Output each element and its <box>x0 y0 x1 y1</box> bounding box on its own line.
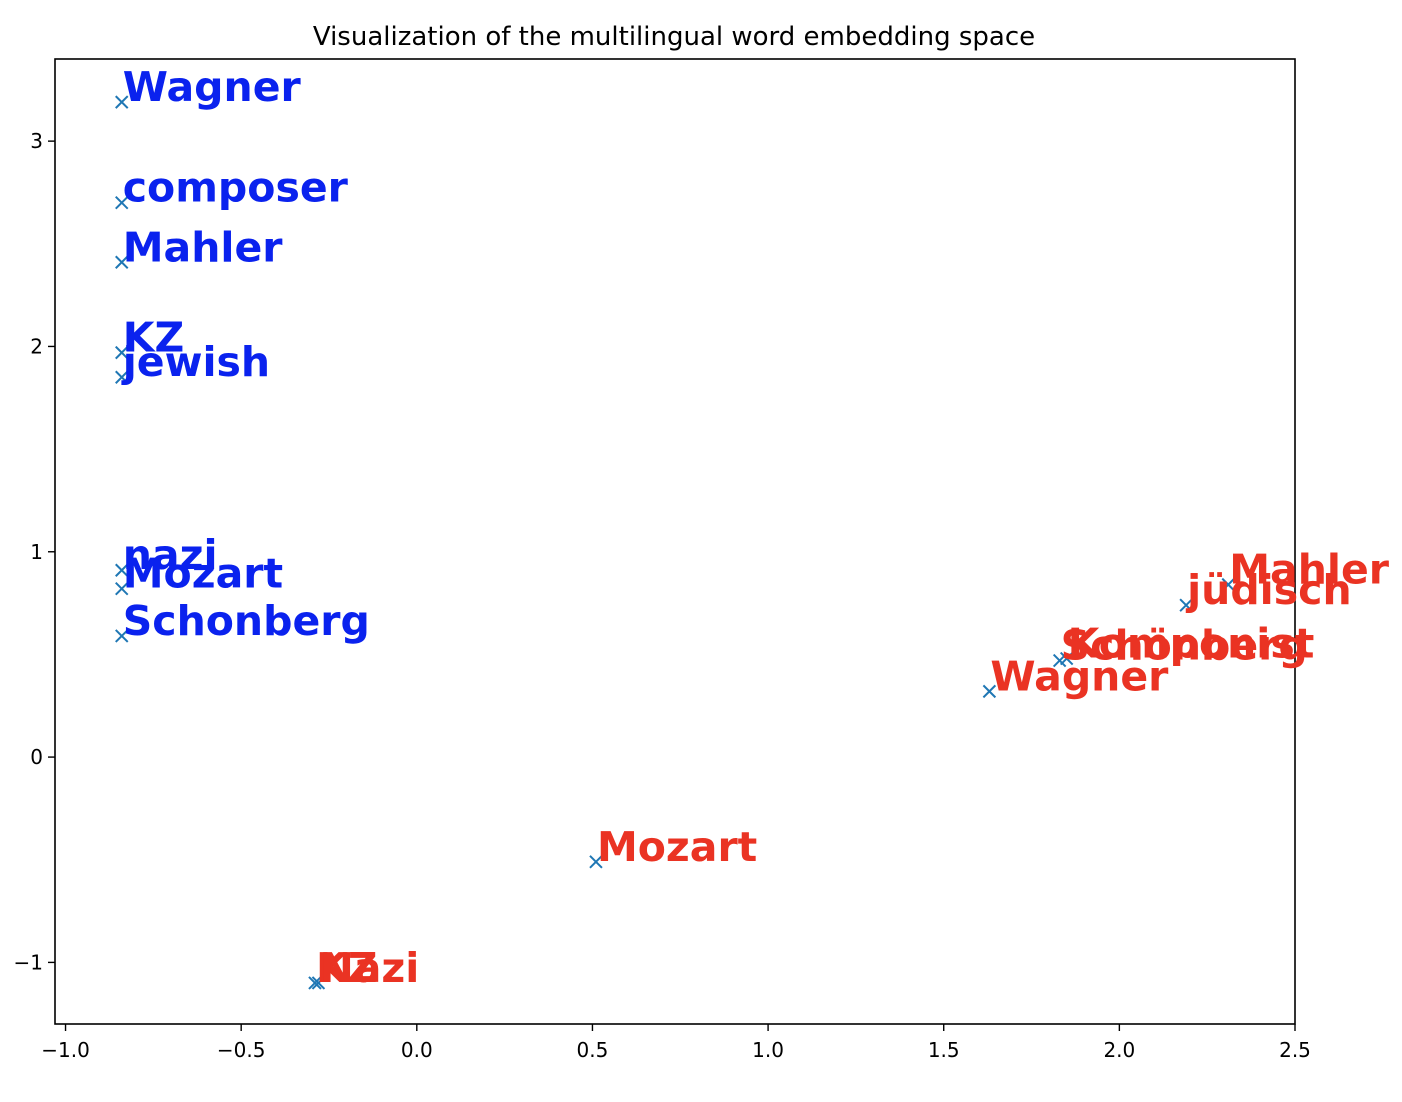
data-point-label: composer <box>123 164 349 212</box>
data-markers <box>115 95 1235 990</box>
data-point-label: Wagner <box>990 652 1169 700</box>
x-tick-label: 2.5 <box>1279 1038 1311 1062</box>
data-point-marker <box>115 95 129 109</box>
y-tick-label: 3 <box>30 129 43 153</box>
x-axis: −1.0 −0.5 0.0 0.5 1.0 1.5 2.0 2.5 <box>41 1024 1311 1062</box>
data-point-marker <box>115 582 129 596</box>
data-point-marker <box>1052 653 1067 668</box>
x-tick-label: 1.5 <box>928 1038 960 1062</box>
y-tick-label: 2 <box>30 334 43 358</box>
data-labels: WagnercomposerMahlerKZjewishnaziMozartSc… <box>121 63 1390 992</box>
data-point-marker <box>115 563 129 577</box>
x-tick-label: 1.0 <box>752 1038 784 1062</box>
y-tick-label: 1 <box>30 540 43 564</box>
data-point-marker <box>589 855 603 869</box>
y-tick-label: −1 <box>14 950 43 974</box>
data-point-label: Schönberg <box>1061 622 1308 670</box>
data-point-marker <box>311 976 326 990</box>
data-point-label: jewish <box>121 338 270 386</box>
data-point-label: Komponist <box>1068 620 1315 668</box>
x-tick-label: −1.0 <box>41 1038 90 1062</box>
data-point-label: Mahler <box>123 223 284 271</box>
x-tick-label: 0.0 <box>401 1038 433 1062</box>
x-tick-label: 2.0 <box>1103 1038 1135 1062</box>
x-tick-label: −0.5 <box>217 1038 266 1062</box>
x-tick-label: 0.5 <box>577 1038 609 1062</box>
chart-title: Visualization of the multilingual word e… <box>313 22 1035 52</box>
data-point-marker <box>982 684 997 699</box>
data-point-label: jüdisch <box>1185 566 1352 614</box>
data-point-label: Nazi <box>319 944 419 992</box>
data-point-marker <box>115 196 129 210</box>
y-tick-label: 0 <box>30 745 43 769</box>
data-point-label: Wagner <box>123 63 302 111</box>
data-point-label: KZ <box>316 944 378 992</box>
data-point-marker <box>115 629 129 643</box>
data-point-marker <box>115 255 129 269</box>
data-point-label: Mozart <box>123 550 283 598</box>
data-point-label: Mahler <box>1229 546 1390 594</box>
data-point-label: nazi <box>123 531 218 579</box>
data-point-marker <box>1221 577 1235 592</box>
data-point-label: Schonberg <box>123 597 370 645</box>
data-point-marker <box>115 345 129 360</box>
data-point-marker <box>1179 598 1193 612</box>
data-point-marker <box>308 976 322 990</box>
y-axis: −1 0 1 2 3 <box>14 129 55 974</box>
data-point-label: KZ <box>123 314 185 362</box>
data-point-marker <box>115 370 129 384</box>
plot-frame <box>54 58 1296 1025</box>
data-point-label: Mozart <box>597 823 757 871</box>
